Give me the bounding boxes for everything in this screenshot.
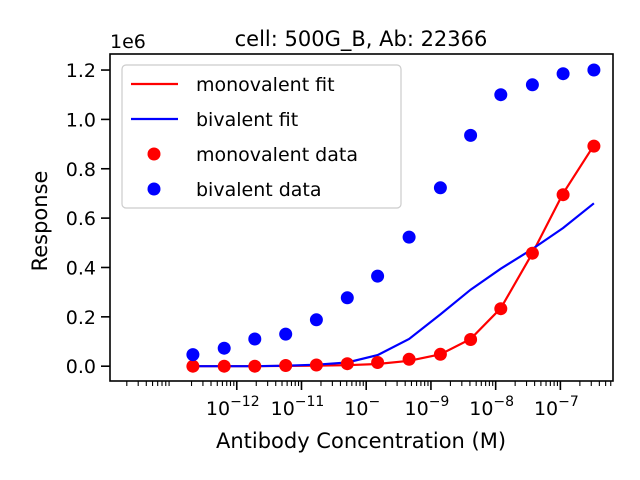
legend-label: monovalent data: [196, 144, 358, 166]
y-axis-label: Response: [28, 171, 52, 272]
data-point-monovalent: [525, 246, 539, 260]
y-offset-label: 1e6: [110, 31, 146, 53]
legend-items: monovalent fit bivalent fit monovalent dat…: [131, 74, 358, 201]
data-point-monovalent: [494, 302, 508, 316]
data-point-bivalent: [587, 63, 601, 77]
y-tick-label: 1.2: [66, 60, 96, 82]
data-point-monovalent: [248, 359, 262, 373]
y-tick-label: 0.4: [66, 257, 96, 279]
legend: monovalent fit bivalent fit monovalent dat…: [121, 64, 402, 209]
legend-marker-swatch: [147, 147, 161, 161]
data-point-bivalent: [525, 78, 539, 92]
legend-label: bivalent data: [196, 179, 322, 201]
plot-area: [186, 63, 601, 373]
data-point-monovalent: [433, 347, 447, 361]
data-point-monovalent: [464, 333, 478, 346]
data-point-bivalent: [556, 67, 570, 81]
chart-title: cell: 500G_B, Ab: 22366: [235, 27, 488, 52]
data-point-monovalent: [556, 188, 570, 202]
y-tick-label: 0.2: [66, 307, 96, 329]
data-point-bivalent: [371, 269, 385, 283]
data-point-bivalent: [464, 128, 478, 142]
data-point-monovalent: [340, 357, 354, 371]
legend-marker-swatch: [147, 182, 161, 196]
data-point-bivalent: [279, 327, 293, 341]
data-point-monovalent: [217, 359, 231, 373]
y-tick-label: 0.8: [66, 159, 96, 181]
legend-label: bivalent fit: [196, 109, 298, 131]
data-point-bivalent: [186, 348, 200, 362]
data-point-monovalent: [587, 139, 601, 153]
y-axis: 0.0 0.2 0.4 0.6 0.8 1.0 1.2: [66, 60, 110, 378]
data-point-bivalent: [433, 181, 447, 195]
y-tick-label: 0.6: [66, 208, 96, 230]
data-point-monovalent: [402, 352, 416, 366]
x-axis-label: Antibody Concentration (M): [216, 429, 506, 453]
x-tick-label: 10−11: [271, 394, 325, 420]
y-tick-label: 1.0: [66, 109, 96, 131]
data-point-bivalent: [309, 313, 323, 327]
data-point-bivalent: [248, 332, 262, 346]
y-tick-label: 0.0: [66, 356, 96, 378]
legend-box: [121, 64, 402, 209]
data-point-bivalent: [494, 88, 508, 102]
data-point-monovalent: [186, 359, 200, 373]
legend-label: monovalent fit: [196, 74, 335, 96]
data-point-bivalent: [340, 291, 354, 305]
data-point-monovalent: [279, 359, 293, 372]
data-point-monovalent: [309, 358, 323, 372]
series-layer: [186, 63, 601, 373]
data-point-bivalent: [217, 341, 231, 355]
data-point-bivalent: [402, 230, 416, 244]
data-point-monovalent: [371, 356, 385, 369]
